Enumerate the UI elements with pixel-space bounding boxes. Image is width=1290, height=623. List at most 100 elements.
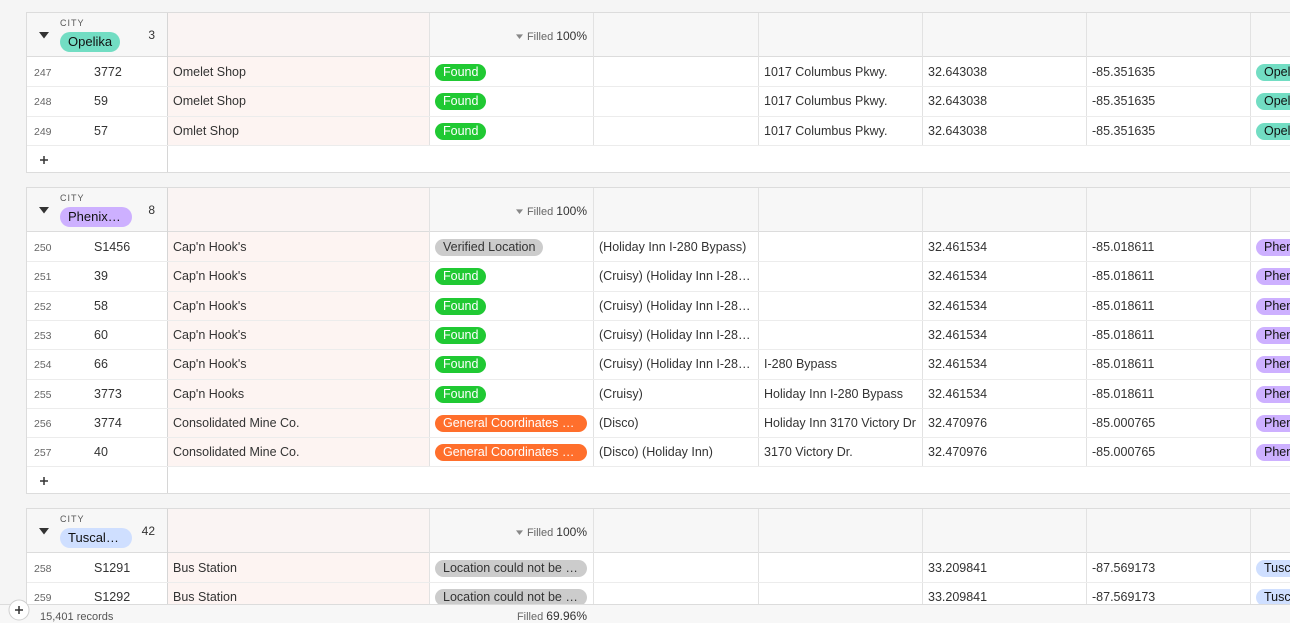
summary-label: Filled <box>526 206 554 218</box>
status-pill: Verified Location <box>435 239 544 256</box>
latitude: 32.461534 <box>928 269 988 284</box>
city-pill: Phenix City <box>1256 326 1290 344</box>
row-divider <box>27 466 1290 468</box>
column-divider <box>593 13 594 145</box>
record-name: Cap'n Hook's <box>173 327 247 342</box>
primary-column <box>168 188 429 467</box>
longitude: -87.569173 <box>1092 561 1156 575</box>
column-divider <box>1250 188 1251 467</box>
column-divider <box>167 13 168 172</box>
summary-caret <box>515 209 523 214</box>
record-name: Bus Station <box>173 590 237 605</box>
status-pill: Location could not be verified <box>435 589 587 607</box>
record-name: Consolidated Mine Co. <box>173 445 300 460</box>
longitude: -85.000765 <box>1092 415 1156 430</box>
city-pill: Opelika <box>1256 64 1290 81</box>
record-name: Consolidated Mine Co. <box>173 415 300 430</box>
group-summary: Filled 100% <box>429 28 587 45</box>
record-name: Omelet Shop <box>173 65 246 79</box>
address: 1017 Columbus Pkwy. <box>764 94 888 109</box>
column-divider <box>758 13 759 145</box>
record-name: Omelet Shop <box>173 94 246 109</box>
column-divider <box>1086 188 1087 467</box>
latitude: 32.643038 <box>928 123 988 138</box>
header-primary-tint <box>168 509 429 552</box>
record-name: Cap'n Hooks <box>173 386 245 401</box>
record-id: 39 <box>94 269 108 284</box>
summary-caret <box>515 530 523 535</box>
column-divider <box>167 509 168 623</box>
column-divider <box>429 13 430 145</box>
record-name: Cap'n Hook's <box>173 357 247 372</box>
address: I-280 Bypass <box>764 357 837 372</box>
city-pill: Opelika <box>1256 122 1290 140</box>
row-number: 248 <box>34 96 52 109</box>
notes: (Cruisy) <box>599 386 643 401</box>
column-divider <box>758 188 759 467</box>
row-number: 254 <box>34 359 52 372</box>
column-divider <box>167 188 168 494</box>
record-id: 60 <box>94 327 108 342</box>
group-field-label: CITY <box>60 514 85 524</box>
record-id: 3773 <box>94 386 122 401</box>
collapse-toggle[interactable] <box>39 30 49 40</box>
footer-summary: Filled 69.96% <box>429 608 587 623</box>
column-divider <box>593 509 594 612</box>
collapse-toggle[interactable] <box>39 205 49 215</box>
summary-label: Filled <box>526 31 554 43</box>
collapse-toggle[interactable] <box>39 526 49 536</box>
column-divider <box>1250 13 1251 145</box>
record-name: Cap'n Hook's <box>173 269 247 284</box>
record-id: 3774 <box>94 415 122 430</box>
row-divider <box>27 290 1290 292</box>
summary-value: 100% <box>556 204 587 218</box>
add-row-button[interactable] <box>39 155 49 165</box>
group-header: CITY Phenix City 8 Filled 100% <box>27 188 1290 232</box>
column-divider <box>922 509 923 612</box>
latitude: 32.470976 <box>928 445 988 460</box>
summary-value: 100% <box>556 29 587 43</box>
longitude: -87.569173 <box>1092 590 1156 605</box>
record-id: S1292 <box>94 590 131 605</box>
city-pill: Opelika <box>1256 93 1290 111</box>
record-group: CITY Phenix City 8 Filled 100% 250 S1456 Cap'n… <box>26 187 1290 495</box>
latitude: 32.643038 <box>928 65 988 79</box>
add-record-button[interactable] <box>8 599 30 621</box>
address: 1017 Columbus Pkwy. <box>764 65 888 79</box>
record-id: 40 <box>94 445 108 460</box>
notes: (Cruisy) (Holiday Inn I-280 Bypass) <box>599 269 752 284</box>
group-count: 42 <box>141 524 155 538</box>
city-pill: Phenix City <box>1256 414 1290 432</box>
longitude: -85.351635 <box>1092 94 1156 109</box>
notes: (Cruisy) (Holiday Inn I-280 Bypass) <box>599 357 752 372</box>
latitude: 32.643038 <box>928 94 988 109</box>
group-city-pill: Tuscaloosa <box>60 528 132 548</box>
column-divider <box>429 509 430 612</box>
city-pill: Phenix City <box>1256 239 1290 256</box>
address: Holiday Inn 3170 Victory Dr <box>764 415 916 430</box>
record-name: Cap'n Hook's <box>173 298 247 313</box>
latitude: 32.470976 <box>928 415 988 430</box>
column-divider <box>758 509 759 612</box>
notes: (Holiday Inn I-280 Bypass) <box>599 240 747 254</box>
record-id: 58 <box>94 298 108 313</box>
longitude: -85.018611 <box>1092 386 1155 401</box>
group-field-label: CITY <box>60 193 85 203</box>
column-divider <box>593 188 594 467</box>
city-pill: Phenix City <box>1256 444 1290 462</box>
row-divider <box>27 144 1290 146</box>
longitude: -85.351635 <box>1092 123 1156 138</box>
group-summary: Filled 100% <box>429 203 587 220</box>
row-number: 247 <box>34 67 52 79</box>
group-summary: Filled 100% <box>429 524 587 541</box>
add-row-button[interactable] <box>39 476 49 486</box>
record-id: 66 <box>94 357 108 372</box>
latitude: 33.209841 <box>928 590 988 605</box>
row-divider <box>27 261 1290 263</box>
group-city-pill: Opelika <box>60 32 121 52</box>
column-divider <box>922 13 923 145</box>
address: 3170 Victory Dr. <box>764 445 853 460</box>
record-group: CITY Tuscaloosa 42 Filled 100% 258 S1291 Bus S… <box>26 508 1290 623</box>
